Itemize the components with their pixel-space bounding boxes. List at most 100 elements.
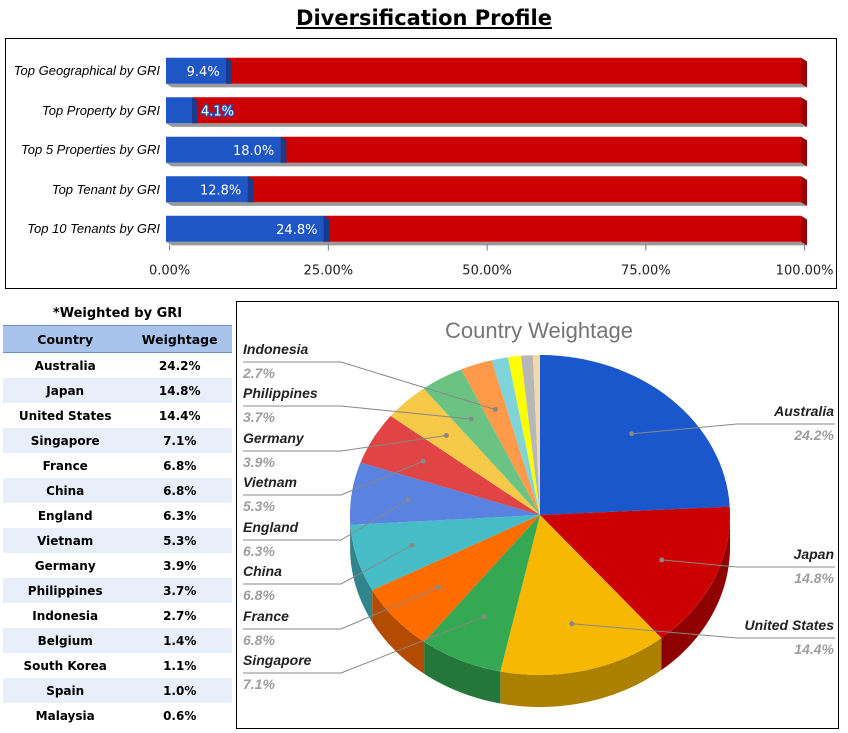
category-label: Top 5 Properties by GRI bbox=[21, 142, 160, 158]
pie-slice bbox=[423, 369, 540, 515]
country-cell: Spain bbox=[3, 678, 128, 703]
country-cell: Malaysia bbox=[35, 708, 95, 723]
x-tick-label: 50.00% bbox=[462, 264, 512, 279]
diversification-bar-chart: Top Geographical by GRI 9.4% Top Property … bbox=[13, 57, 834, 279]
pie-slice bbox=[532, 355, 540, 515]
value-bar-edge bbox=[192, 97, 199, 124]
table-row: Philippines 3.7% bbox=[3, 578, 232, 603]
pie-label-country: Australia bbox=[773, 403, 834, 419]
remainder-bar bbox=[323, 215, 801, 242]
table-row: Indonesia 2.7% bbox=[3, 603, 232, 628]
pie-label-percent: 14.8% bbox=[794, 570, 834, 586]
pie-leader-dot bbox=[468, 416, 474, 422]
pie-leader-line bbox=[661, 559, 835, 568]
pie-slice-side bbox=[500, 638, 662, 707]
value-bar bbox=[166, 176, 248, 203]
weightage-cell: 2.7% bbox=[163, 608, 197, 623]
pie-leader-line bbox=[243, 460, 424, 496]
table-header-row: Country Weightage bbox=[3, 325, 232, 353]
pie-slice bbox=[350, 462, 540, 525]
category-label: Top Property by GRI bbox=[41, 102, 160, 118]
pie-chart-panel: Country Weightage Australia 24.2% Japan 14.8… bbox=[236, 301, 839, 729]
weightage-table: Country Weightage Australia 24.2% Japan 14.… bbox=[3, 325, 232, 728]
country-cell: Vietnam bbox=[3, 528, 128, 553]
column-header-country: Country bbox=[3, 325, 128, 353]
pie-label-percent: 6.8% bbox=[243, 632, 275, 648]
table-row: Malaysia 0.6% bbox=[3, 703, 232, 728]
pie-leader-line bbox=[243, 586, 439, 630]
pie-slice-side bbox=[424, 641, 501, 704]
bar-floor-shadow bbox=[166, 123, 807, 127]
weightage-cell: 6.8% bbox=[127, 478, 232, 503]
category-label: Top 10 Tenants by GRI bbox=[27, 221, 160, 237]
country-cell: Japan bbox=[3, 378, 128, 403]
bar-side-face bbox=[801, 136, 807, 167]
pie-label-country: Japan bbox=[794, 546, 834, 562]
pie-label-percent: 3.9% bbox=[243, 454, 275, 470]
value-bar-edge bbox=[225, 57, 232, 84]
pie-leader-dot bbox=[420, 458, 426, 464]
pie-label-percent: 7.1% bbox=[243, 676, 275, 692]
weightage-table-panel: *Weighted by GRI Country Weightage Austr… bbox=[3, 302, 232, 730]
country-cell: Singapore bbox=[3, 428, 128, 453]
weightage-cell: 6.3% bbox=[163, 508, 197, 523]
pie-leader-dot bbox=[435, 584, 441, 590]
pie-leader-dot bbox=[629, 431, 635, 437]
category-label: Top Tenant by GRI bbox=[51, 181, 160, 197]
remainder-bar bbox=[192, 97, 801, 124]
pie-leader-dot bbox=[569, 621, 575, 627]
table-row: United States 14.4% bbox=[3, 403, 232, 428]
pie-leader-dot bbox=[492, 406, 498, 412]
category-label-box: Top Geographical by GRI bbox=[13, 63, 160, 79]
weightage-cell: 1.0% bbox=[127, 678, 232, 703]
category-label-box: Top 10 Tenants by GRI bbox=[27, 221, 160, 237]
pie-label-country: England bbox=[243, 519, 299, 535]
pie-slice bbox=[540, 506, 730, 639]
pie-leader-dot bbox=[409, 542, 415, 548]
bar-floor-shadow bbox=[166, 202, 807, 206]
table-row: China 6.8% bbox=[3, 478, 232, 503]
table-row: Spain 1.0% bbox=[3, 678, 232, 703]
pie-leader-dot bbox=[481, 614, 487, 620]
country-cell: Indonesia bbox=[32, 608, 99, 623]
value-bar-edge bbox=[280, 136, 287, 163]
category-label-box: Top 5 Properties by GRI bbox=[21, 142, 160, 158]
table-row: Australia 24.2% bbox=[3, 353, 232, 379]
x-tick-label: 75.00% bbox=[621, 264, 671, 279]
pie-slice bbox=[540, 355, 730, 515]
bar-chart-panel: Top Geographical by GRI 9.4% Top Property … bbox=[5, 38, 837, 289]
pie-leader-line bbox=[631, 423, 835, 435]
pie-label-country: Singapore bbox=[243, 652, 312, 668]
pie-slice bbox=[424, 515, 540, 672]
x-tick-label: 0.00% bbox=[149, 264, 190, 279]
bar-data-label: 18.0% bbox=[233, 144, 274, 159]
pie-leader-line bbox=[243, 544, 413, 585]
weightage-cell: 1.1% bbox=[163, 658, 197, 673]
bar-side-face bbox=[801, 176, 807, 206]
weightage-cell: 6.8% bbox=[163, 458, 197, 473]
bar-data-label: 4.1% bbox=[201, 104, 234, 119]
weightage-cell: 0.6% bbox=[163, 708, 197, 723]
bar-side-face bbox=[801, 57, 807, 88]
pie-label-country: Germany bbox=[243, 430, 305, 446]
pie-label-percent: 14.4% bbox=[794, 641, 834, 657]
table-row: Japan 14.8% bbox=[3, 378, 232, 403]
pie-leader-line bbox=[243, 616, 485, 674]
weightage-cell: 14.4% bbox=[158, 408, 201, 423]
weightage-cell: 3.9% bbox=[163, 558, 197, 573]
category-label: Top Geographical by GRI bbox=[13, 63, 160, 79]
pie-label-country: United States bbox=[745, 617, 835, 633]
category-label-box: Top Property by GRI bbox=[41, 102, 160, 118]
pie-leader-line bbox=[243, 434, 447, 452]
country-cell: Belgium bbox=[3, 628, 128, 653]
pie-label-percent: 24.2% bbox=[793, 427, 834, 443]
category-label-box: Top Tenant by GRI bbox=[51, 181, 160, 197]
pie-slice-side bbox=[372, 590, 425, 674]
pie-label-country: Philippines bbox=[243, 385, 318, 401]
bar-data-label: 12.8% bbox=[200, 183, 241, 198]
country-cell: United States bbox=[18, 408, 112, 423]
pie-label-percent: 2.7% bbox=[242, 365, 275, 381]
pie-slice-side bbox=[661, 515, 730, 671]
remainder-bar bbox=[225, 57, 801, 84]
pie-slice bbox=[461, 360, 540, 515]
